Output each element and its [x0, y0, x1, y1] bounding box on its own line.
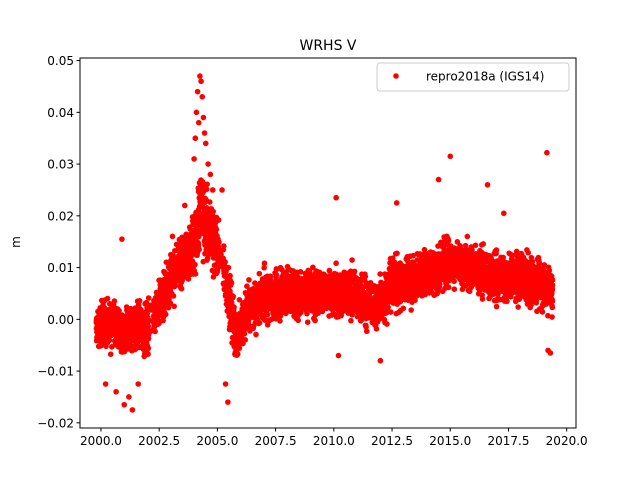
data-point — [408, 307, 414, 313]
data-point — [203, 186, 210, 193]
data-point — [480, 241, 487, 247]
data-point — [267, 273, 274, 280]
data-point — [472, 242, 479, 249]
data-point — [215, 217, 222, 223]
data-point — [256, 320, 263, 326]
data-point — [333, 260, 339, 267]
data-point — [230, 293, 237, 300]
data-point — [172, 282, 179, 289]
data-point — [277, 318, 283, 324]
data-point — [384, 321, 390, 327]
data-point — [445, 237, 452, 244]
data-point — [363, 328, 370, 335]
data-point — [192, 261, 198, 268]
data-point — [169, 233, 176, 240]
data-point — [107, 351, 114, 358]
data-point — [515, 304, 521, 310]
data-point — [216, 246, 222, 253]
data-point — [145, 351, 151, 358]
data-point — [268, 277, 274, 284]
data-point — [451, 278, 457, 285]
data-point — [469, 247, 475, 253]
data-point — [273, 272, 280, 278]
data-point — [234, 351, 241, 358]
data-point — [297, 269, 304, 275]
data-point — [218, 251, 224, 258]
data-point — [225, 264, 232, 271]
data-point — [279, 266, 285, 273]
data-point — [222, 259, 228, 265]
data-point — [387, 309, 394, 315]
data-point — [312, 317, 318, 324]
data-point — [493, 303, 500, 310]
data-point — [304, 310, 310, 317]
data-point — [145, 317, 152, 323]
data-point — [264, 311, 271, 318]
data-point — [256, 270, 263, 277]
data-point — [304, 319, 311, 325]
data-point — [525, 249, 532, 256]
data-point — [385, 304, 391, 311]
data-point — [264, 321, 271, 328]
data-point — [253, 331, 259, 338]
data-point — [170, 293, 177, 299]
data-point — [171, 303, 177, 310]
data-point — [479, 296, 486, 302]
data-point — [106, 337, 113, 344]
data-point — [348, 317, 354, 324]
data-point — [192, 271, 199, 277]
data-point — [216, 239, 222, 246]
data-point — [145, 323, 152, 330]
data-point — [196, 246, 202, 253]
data-point — [228, 280, 235, 286]
data-point — [236, 297, 243, 303]
data-point — [104, 295, 111, 302]
data-point — [261, 264, 267, 271]
chart-title: WRHS V — [299, 38, 356, 54]
data-point — [400, 305, 407, 312]
data-point — [136, 298, 143, 304]
data-point — [227, 272, 233, 279]
data-point — [231, 304, 237, 311]
y-axis-label: m — [9, 236, 23, 248]
data-point — [210, 208, 216, 215]
data-point — [493, 247, 500, 253]
data-point — [185, 276, 192, 282]
data-point — [373, 326, 380, 332]
data-point — [143, 299, 150, 306]
data-point — [362, 273, 369, 280]
data-point — [145, 295, 152, 301]
data-point — [204, 181, 210, 188]
data-point — [244, 283, 250, 290]
data-point — [445, 284, 452, 291]
data-point — [464, 233, 471, 240]
data-point — [165, 304, 172, 311]
data-point — [536, 260, 543, 267]
data-point — [451, 286, 458, 292]
data-point — [241, 330, 248, 337]
data-points — [93, 73, 556, 413]
data-point — [242, 337, 249, 343]
data-point — [145, 345, 152, 352]
data-point — [221, 243, 227, 249]
data-point — [394, 250, 400, 257]
data-point — [162, 311, 169, 318]
data-point — [178, 285, 185, 292]
data-point — [351, 268, 358, 275]
data-point — [262, 317, 268, 324]
data-point — [504, 298, 510, 305]
data-point — [152, 328, 158, 335]
data-point — [261, 260, 268, 267]
data-point — [111, 298, 118, 304]
data-point — [349, 257, 355, 263]
data-point — [246, 277, 252, 283]
data-point — [116, 307, 122, 314]
data-point — [295, 317, 302, 324]
data-point — [206, 199, 213, 205]
data-point — [213, 226, 220, 233]
